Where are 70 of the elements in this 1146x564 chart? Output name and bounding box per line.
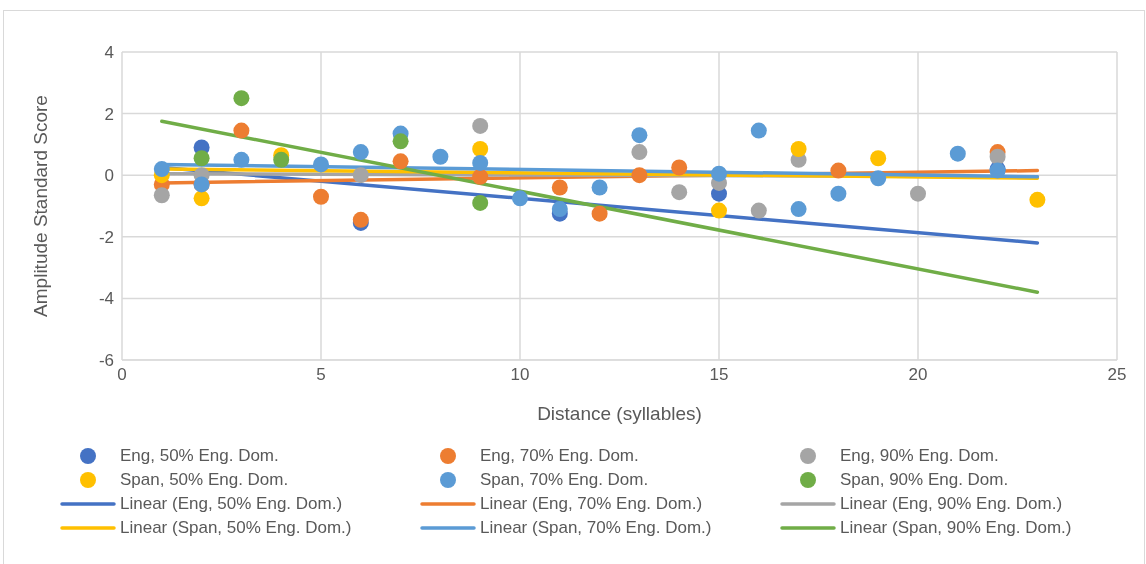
point	[313, 156, 329, 173]
legend-label: Linear (Span, 50% Eng. Dom.)	[120, 518, 352, 538]
point	[472, 194, 489, 211]
point	[790, 141, 807, 158]
legend-label: Span, 70% Eng. Dom.	[480, 470, 649, 490]
point	[631, 167, 648, 184]
point	[870, 170, 887, 187]
y-tick-label: -4	[98, 289, 114, 309]
point	[153, 187, 170, 204]
point	[551, 179, 568, 196]
legend-label: Linear (Span, 70% Eng. Dom.)	[480, 518, 712, 538]
legend-label: Eng, 70% Eng. Dom.	[480, 446, 639, 466]
y-tick-label: 2	[104, 104, 114, 124]
point	[392, 133, 409, 150]
point	[193, 190, 210, 207]
x-tick-label: 10	[510, 365, 530, 385]
point	[472, 117, 489, 134]
point	[671, 184, 688, 201]
point	[551, 201, 568, 218]
point	[233, 122, 250, 139]
legend-label: Span, 50% Eng. Dom.	[120, 470, 289, 490]
x-tick-label: 25	[1107, 365, 1127, 385]
y-tick-label: -2	[98, 227, 114, 247]
legend-label: Eng, 90% Eng. Dom.	[840, 446, 999, 466]
point	[870, 150, 887, 167]
legend-label: Linear (Span, 90% Eng. Dom.)	[840, 518, 1072, 538]
point	[949, 145, 966, 162]
point	[989, 148, 1006, 165]
point	[472, 141, 489, 158]
point	[273, 151, 290, 168]
point	[750, 202, 767, 219]
point	[591, 179, 608, 196]
point	[472, 154, 489, 171]
point	[910, 185, 926, 202]
legend-label: Eng, 50% Eng. Dom.	[120, 446, 279, 466]
point	[233, 90, 250, 107]
y-tick-label: 0	[104, 166, 114, 186]
x-tick-label: 0	[117, 365, 127, 385]
x-tick-label: 5	[316, 365, 326, 385]
point	[193, 150, 210, 167]
x-tick-label: 20	[908, 365, 928, 385]
point	[671, 159, 688, 176]
point	[1029, 191, 1046, 208]
point	[432, 148, 449, 165]
point	[711, 202, 727, 219]
legend-label: Linear (Eng, 50% Eng. Dom.)	[120, 494, 343, 514]
point	[711, 165, 727, 182]
point	[830, 185, 847, 202]
point	[313, 188, 329, 205]
x-tick-label: 15	[709, 365, 729, 385]
point	[512, 190, 528, 207]
y-tick-label: -6	[98, 351, 114, 371]
point	[233, 151, 250, 168]
y-tick-label: 4	[104, 43, 114, 63]
point	[790, 201, 807, 218]
legend-label: Linear (Eng, 90% Eng. Dom.)	[840, 494, 1063, 514]
point	[392, 153, 409, 170]
point	[830, 162, 847, 179]
point	[352, 144, 369, 161]
point	[472, 168, 489, 185]
point	[631, 144, 648, 161]
point	[631, 127, 648, 144]
point	[750, 122, 767, 139]
point	[352, 167, 369, 184]
y-axis-title: Amplitude Standard Score	[29, 95, 51, 317]
point	[591, 205, 608, 222]
x-axis-title: Distance (syllables)	[537, 403, 702, 424]
point	[153, 161, 170, 178]
legend-label: Linear (Eng, 70% Eng. Dom.)	[480, 494, 703, 514]
legend-label: Span, 90% Eng. Dom.	[840, 470, 1009, 490]
